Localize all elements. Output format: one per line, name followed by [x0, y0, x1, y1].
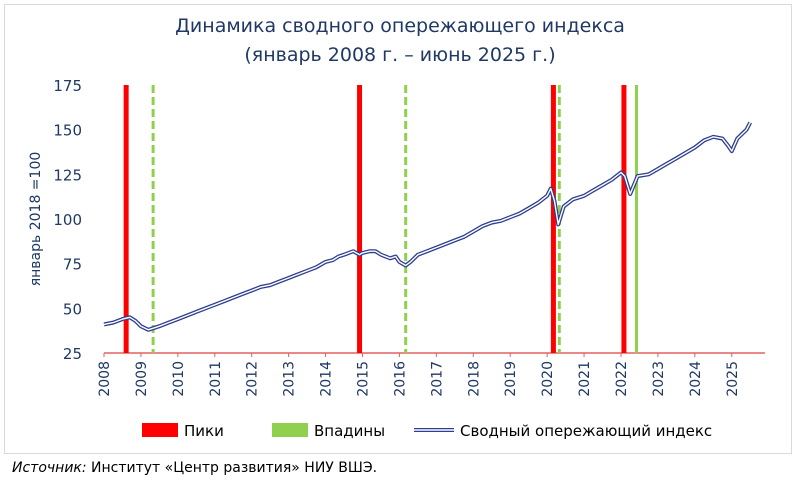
- legend-label-index: Сводный опережающий индекс: [460, 422, 712, 440]
- x-tick-label: 2020: [540, 361, 556, 397]
- x-tick-label: 2019: [503, 361, 519, 397]
- x-tick-label: 2018: [466, 361, 482, 397]
- y-tick-label: 75: [63, 256, 82, 274]
- x-tick-label: 2023: [651, 361, 667, 397]
- y-tick-label: 150: [53, 122, 82, 140]
- y-tick-label: 125: [53, 166, 82, 184]
- legend-label-peaks: Пики: [184, 422, 224, 440]
- source-label: Источник:: [12, 460, 87, 476]
- x-tick-label: 2008: [97, 361, 113, 397]
- x-tick-label: 2016: [392, 361, 408, 397]
- x-tick-label: 2012: [245, 361, 261, 397]
- y-tick-label: 175: [53, 77, 82, 95]
- chart-title: Динамика сводного опережающего индекса: [175, 15, 625, 37]
- y-tick-label: 25: [63, 345, 82, 363]
- legend-label-troughs: Впадины: [314, 422, 385, 440]
- x-tick-label: 2024: [688, 361, 704, 397]
- x-tick-label: 2022: [614, 361, 630, 397]
- x-tick-label: 2011: [208, 361, 224, 397]
- index-line-inner: [103, 122, 751, 331]
- source-text: Институт «Центр развития» НИУ ВШЭ.: [86, 460, 378, 476]
- index-line-outer: [103, 121, 752, 332]
- chart-subtitle: (январь 2008 г. – июнь 2025 г.): [244, 44, 556, 66]
- x-tick-label: 2010: [171, 361, 187, 397]
- y-axis-label: январь 2018 =100: [28, 152, 44, 287]
- x-tick-label: 2014: [319, 361, 335, 397]
- legend-swatch-troughs: [272, 423, 308, 437]
- x-tick-label: 2015: [355, 361, 371, 397]
- x-tick-label: 2025: [725, 361, 741, 397]
- x-tick-label: 2017: [429, 361, 445, 397]
- x-tick-label: 2013: [282, 361, 298, 397]
- y-tick-label: 100: [53, 211, 82, 229]
- x-tick-label: 2021: [577, 361, 593, 397]
- source-note: Источник: Институт «Центр развития» НИУ …: [12, 460, 377, 476]
- x-tick-label: 2009: [134, 361, 150, 397]
- legend-swatch-peaks: [142, 423, 178, 437]
- chart-frame: [4, 4, 792, 454]
- y-tick-label: 50: [63, 300, 82, 318]
